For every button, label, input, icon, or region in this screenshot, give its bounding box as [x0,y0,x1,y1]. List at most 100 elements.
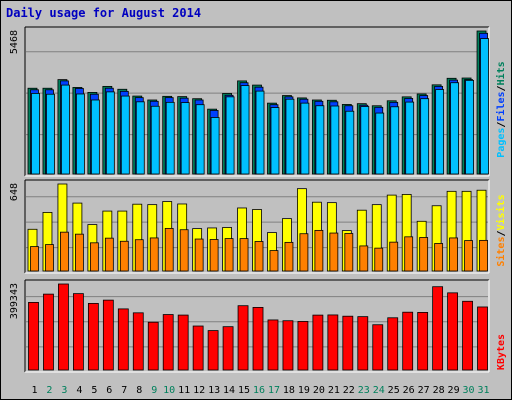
kbytes-bar [117,308,129,371]
pages-bar [90,99,100,175]
sites-bar [45,244,54,272]
legend-item-kbytes: KBytes [496,334,507,370]
kbytes-bar [402,311,414,371]
kbytes-bar [73,293,84,371]
pages-bar [345,110,355,175]
legend-item-hits: Hits [495,61,507,85]
pages-bar [120,95,130,175]
panel-3: 399343 KBytes [9,279,507,373]
pages-bar [195,104,205,175]
pages-bar [420,98,430,175]
kbytes-bar [432,286,444,371]
sites-bar [299,233,309,272]
kbytes-bar [342,315,354,371]
x-tick-label: 14 [223,385,235,396]
x-tick-label: 11 [178,385,190,396]
x-tick-label: 24 [373,385,385,396]
kbytes-bar [87,303,99,371]
sites-bar [404,236,414,272]
pages-bar [360,106,370,175]
x-tick-label: 23 [358,385,370,396]
sites-bar [359,245,369,272]
panel-1: 5468 Pages/Files/Hits [9,26,507,177]
kbytes-bar [147,321,159,371]
x-tick-label: 30 [463,385,475,396]
pages-bar [180,102,190,175]
x-tick-label: 4 [76,385,82,396]
legend-text: Pages/Files/Hits [495,61,507,157]
kbytes-bar [372,324,384,371]
x-tick-label: 10 [163,385,175,396]
x-tick-label: 9 [151,385,157,396]
y-max-label: 648 [9,183,20,201]
kbytes-bar [192,325,204,371]
kbytes-bar [102,299,114,371]
kbytes-bar [43,293,54,371]
legend-item-files: Files [495,91,507,121]
pages-bar [240,85,250,175]
kbytes-bar [357,316,369,371]
x-tick-label: 18 [283,385,295,396]
pages-bar [480,38,489,175]
pages-bar [61,84,70,175]
sites-bar [419,237,429,272]
kbytes-bar [462,300,473,371]
sites-bar [389,241,399,272]
kbytes-bar [447,292,458,371]
legend-text: KBytes [496,334,507,370]
kbytes-bar [387,317,399,371]
x-tick-label: 28 [433,385,445,396]
pages-bar [225,96,235,175]
sites-bar [194,238,204,272]
pages-bar [31,93,40,175]
kbytes-bar [222,326,234,371]
legend: Sites/Visits [495,194,507,266]
x-axis-labels: 1 2 3 4 5 6 7 8 9 10 11 12 13 14 15 16 17 18 19 20 21 22 23 24 2… [31,385,489,396]
x-tick-label: 16 [253,385,265,396]
x-tick-label: 8 [136,385,142,396]
sites-bar [149,237,159,272]
kbytes-bar [477,306,488,371]
pages-bar [76,93,85,175]
pages-bar [300,102,310,175]
pages-bar [255,90,265,175]
pages-bar [450,82,459,175]
sites-bar [329,232,339,272]
pages-bar [375,112,385,175]
sites-bar [209,239,219,272]
kbytes-bar [162,314,174,371]
legend-separator: / [496,85,507,91]
pages-bar [150,105,160,175]
sites-bar [254,241,264,272]
x-tick-label: 20 [313,385,325,396]
y-max-label: 5468 [9,30,20,54]
sites-bar [479,239,488,272]
legend: KBytes [496,334,507,370]
x-tick-label: 3 [61,385,67,396]
pages-bar [465,79,474,175]
sites-bar [89,242,99,272]
sites-bar [269,250,279,272]
x-tick-label: 1 [31,385,37,396]
legend-separator: / [496,230,507,236]
sites-bar [134,239,144,272]
legend-text: Sites/Visits [495,194,507,266]
sites-bar [314,229,324,272]
kbytes-bar [297,321,309,371]
x-tick-label: 19 [298,385,310,396]
sites-bar [179,229,189,272]
kbytes-bar [327,314,339,371]
sites-bar [224,238,234,272]
pages-bar [135,101,145,175]
x-tick-label: 5 [91,385,97,396]
sites-bar [60,231,69,272]
x-tick-label: 21 [328,385,340,396]
kbytes-bar [237,305,249,371]
x-tick-label: 17 [268,385,280,396]
kbytes-bar [417,312,429,371]
panel-2: 648 Sites/Visits [9,179,507,274]
pages-bar [105,91,115,175]
sites-bar [449,237,458,272]
